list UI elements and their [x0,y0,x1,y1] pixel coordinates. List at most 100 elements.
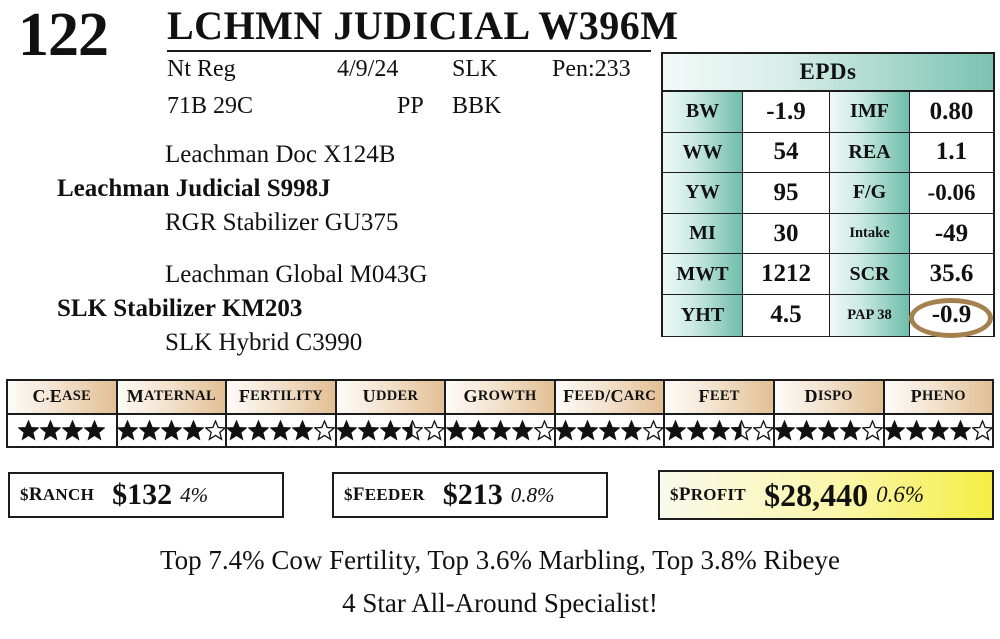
tattoo-id: 71B 29C [167,93,254,119]
star-rating [336,417,445,443]
pedigree-dam: SLK Stabilizer KM203 [57,295,303,322]
breeder-code: SLK [452,56,498,82]
star-half-icon [401,419,423,441]
epd-row: YW 95 F/G -0.06 [663,173,993,214]
trait-stars-feed-carc [555,414,666,446]
star-full-icon [336,419,357,441]
index-box-profit: $PROFIT $28,440 0.6% [658,470,994,520]
epd-label-left: BW [663,92,743,132]
trait-table-header-row: C. E ASE M ATERNAL F ERTILITY U DDER G ROWTH F EED /… [8,381,993,415]
star-empty-icon [423,419,445,441]
title-divider [167,50,651,52]
pedigree-sire-dam: RGR Stabilizer GU375 [165,209,399,236]
star-rating [555,417,664,443]
epd-value-right: 1.1 [910,132,993,173]
epd-row: WW 54 REA 1.1 [663,132,993,174]
epd-value-left: 54 [743,132,830,173]
index-box-ranch: $RANCH $132 4% [8,472,284,518]
trait-stars-growth [446,414,556,446]
star-full-icon [686,419,708,441]
star-full-icon [840,419,862,441]
trait-header-feed-carc: F EED / C ARC [555,381,666,413]
star-rating [227,417,335,443]
epd-value-right: 0.80 [910,92,993,132]
trait-header-c-ease: C. E ASE [8,381,118,413]
trait-header-fertility: F ERTILITY [227,381,337,413]
epd-value-left: 30 [743,213,830,254]
star-full-icon [949,419,971,441]
epd-label-right: REA [830,132,910,173]
footer-highlights-line: Top 7.4% Cow Fertility, Top 3.6% Marblin… [159,545,841,575]
star-full-icon [555,419,577,441]
pedigree-block: Leachman Doc X124B Leachman Judicial S99… [0,138,660,360]
star-full-icon [599,419,621,441]
star-empty-icon [314,419,335,441]
star-full-icon [577,419,599,441]
star-full-icon [379,419,401,441]
star-rating [18,417,106,443]
star-full-icon [62,419,84,441]
star-full-icon [292,419,314,441]
star-full-icon [665,419,686,441]
star-full-icon [18,419,40,441]
epd-value-left: 4.5 [743,294,830,336]
epd-value-right: -49 [910,213,993,254]
trait-table-stars-row [8,414,993,446]
index-percentile-ranch: 4% [180,482,209,507]
pedigree-sire: Leachman Judicial S998J [57,175,331,202]
star-full-icon [884,419,905,441]
star-full-icon [796,419,818,441]
epd-value-right: -0.06 [910,173,993,213]
index-value-profit: $28,440 [764,476,869,513]
epd-row: YHT 4.5 PAP 38 -0.9 [663,294,993,336]
trait-stars-dispo [774,414,885,446]
star-full-icon [446,419,467,441]
star-empty-icon [204,419,226,441]
index-value-feeder: $213 [442,478,503,511]
trait-header-udder: U DDER [336,381,447,413]
index-value-ranch: $132 [112,478,173,511]
star-full-icon [357,419,379,441]
info-row-secondary: 71B 29C PP BBK [167,93,657,123]
index-label-ranch: $RANCH [20,484,95,505]
birth-date: 4/9/24 [337,56,399,82]
trait-header-dispo: D ISPO [774,381,885,413]
star-empty-icon [862,419,883,441]
epd-label-left: MWT [663,254,743,294]
epd-value-left: -1.9 [743,92,830,132]
index-box-feeder: $FEEDER $213 0.8% [332,472,608,518]
star-rating [446,417,554,443]
footer-tagline: 4 Star All-Around Specialist! [342,588,658,618]
index-label-feeder: $FEEDER [344,484,425,505]
epd-value-right: -0.9 [910,294,993,336]
pedigree-sire-sire: Leachman Doc X124B [165,141,396,168]
trait-stars-fertility [227,414,337,446]
star-full-icon [227,419,248,441]
epd-value-left: 1212 [743,254,830,294]
lot-number: 122 [18,1,109,69]
star-rating [665,417,773,443]
index-percentile-profit: 0.6% [876,482,924,507]
trait-header-pheno: P HENO [884,381,993,413]
star-full-icon [927,419,949,441]
epd-value-left: 95 [743,173,830,213]
star-full-icon [467,419,489,441]
star-half-icon [730,419,752,441]
trait-star-table: C. E ASE M ATERNAL F ERTILITY U DDER G ROWTH F EED /… [6,379,994,448]
epd-row: MI 30 Intake -49 [663,213,993,255]
star-full-icon [84,419,106,441]
registration-status: Nt Reg [167,56,236,82]
star-full-icon [160,419,182,441]
star-full-icon [511,419,533,441]
star-full-icon [489,419,511,441]
epd-label-right: F/G [830,173,910,213]
star-full-icon [117,419,138,441]
lot-header-section: 122 LCHMN JUDICIAL W396M Nt Reg 4/9/24 S… [0,1,678,360]
star-full-icon [818,419,840,441]
trait-stars-feet [665,414,775,446]
star-full-icon [182,419,204,441]
trait-header-feet: F EET [665,381,775,413]
star-empty-icon [533,419,554,441]
index-label-profit: $PROFIT [670,484,747,505]
star-rating [884,417,993,443]
